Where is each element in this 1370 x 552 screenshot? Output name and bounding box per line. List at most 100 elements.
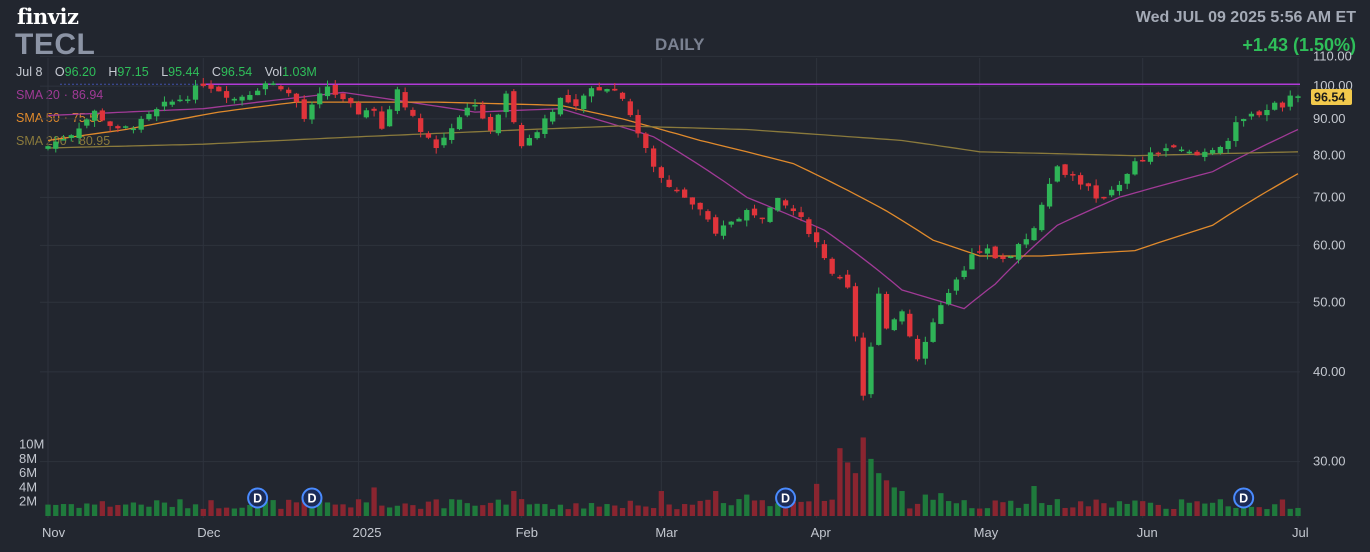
- candle-body: [340, 93, 346, 100]
- candle-body: [68, 135, 74, 138]
- volume-bar: [1039, 503, 1045, 516]
- volume-bar: [969, 508, 975, 516]
- date-tick-label: 2025: [353, 525, 382, 540]
- volume-bar: [340, 504, 346, 516]
- volume-bar: [192, 504, 199, 516]
- candle-body: [1077, 175, 1084, 185]
- volume-bar: [138, 504, 144, 516]
- volume-bar: [115, 505, 121, 516]
- price-tick-label: 70.00: [1313, 189, 1346, 204]
- sma50-label: SMA 50: [16, 111, 60, 125]
- candle-body: [1241, 119, 1247, 122]
- volume-bar: [487, 502, 494, 516]
- candle-body: [161, 101, 168, 107]
- price-tick-label: 30.00: [1313, 454, 1346, 469]
- volume-bar: [410, 505, 416, 516]
- volume-bar: [518, 499, 525, 516]
- candle-body: [402, 92, 408, 108]
- dividend-marker[interactable]: [775, 487, 797, 509]
- dividend-marker[interactable]: [301, 487, 323, 509]
- candle-body: [969, 254, 975, 270]
- date-tick-label: Dec: [197, 525, 221, 540]
- dividend-marker[interactable]: [1233, 487, 1255, 509]
- candle-body: [837, 276, 843, 279]
- volume-bar: [697, 500, 703, 516]
- volume-bar: [1062, 507, 1068, 516]
- volume-bar: [922, 494, 928, 516]
- volume-bar: [1209, 502, 1216, 516]
- sma20-label: SMA 20: [16, 88, 60, 102]
- dividend-marker[interactable]: [247, 487, 269, 509]
- volume-bar: [503, 504, 509, 516]
- volume-tick-label: 2M: [19, 494, 37, 509]
- candle-body: [635, 115, 641, 134]
- close-value: 96.54: [220, 65, 253, 79]
- candle-body: [91, 110, 98, 121]
- price-tick-label: 110.00: [1313, 48, 1352, 63]
- candle-body: [348, 98, 354, 104]
- candle-body: [123, 126, 129, 128]
- candle-body: [1124, 173, 1130, 184]
- volume-bar: [1132, 500, 1138, 516]
- moving-averages: [47, 91, 1299, 310]
- ticker-symbol: TECL: [15, 28, 96, 61]
- grid-lines: [40, 55, 1300, 518]
- volume-bar: [91, 504, 98, 516]
- volume-bar: [868, 458, 874, 516]
- candle-body: [1225, 140, 1231, 150]
- candle-body: [231, 98, 237, 101]
- candle-body: [487, 116, 494, 131]
- volume-bar: [1287, 508, 1293, 516]
- candle-body: [223, 91, 230, 98]
- candle-body: [216, 86, 222, 92]
- volume-bar: [1241, 502, 1247, 516]
- volume-bar: [775, 503, 781, 516]
- volume-bar: [1272, 504, 1278, 516]
- volume-bar: [557, 504, 564, 516]
- volume-bar: [394, 505, 401, 516]
- sma20-legend[interactable]: SMA 20 · 86.94: [16, 88, 104, 102]
- volume-bar: [293, 502, 300, 516]
- candle-body: [386, 109, 393, 127]
- candle-body: [736, 218, 742, 222]
- candle-body: [324, 86, 331, 97]
- finviz-logo[interactable]: finviz: [17, 4, 79, 29]
- volume-bar: [1124, 503, 1130, 516]
- low-value: 95.44: [168, 65, 200, 79]
- candle-body: [309, 104, 315, 120]
- candle-body: [1209, 150, 1216, 154]
- volume-bar: [767, 506, 773, 516]
- candle-body: [627, 101, 633, 116]
- candle-body: [1279, 102, 1286, 108]
- candle-body: [254, 90, 261, 96]
- candle-body: [146, 114, 152, 120]
- volume-bar: [1163, 508, 1169, 516]
- candle-body: [511, 91, 517, 123]
- volume-tick-label: 6M: [19, 465, 37, 480]
- price-tick-label: 40.00: [1313, 364, 1346, 379]
- candle-body: [728, 221, 734, 225]
- candle-body: [1186, 151, 1192, 154]
- volume-bar: [402, 503, 408, 516]
- volume-bar: [619, 507, 626, 516]
- candle-body: [1132, 161, 1138, 175]
- volume-bar: [495, 499, 501, 516]
- volume-bar: [177, 499, 183, 516]
- candle-body: [1109, 189, 1115, 196]
- candle-body: [1272, 102, 1278, 110]
- candle-body: [821, 244, 828, 259]
- volume-tick-label: 4M: [19, 479, 37, 494]
- date-tick-label: Feb: [516, 525, 538, 540]
- price-tick-label: 90.00: [1313, 111, 1346, 126]
- candle-body: [371, 108, 377, 111]
- sma20-line: [47, 91, 1299, 310]
- volume-bar: [961, 500, 967, 516]
- volume-bar: [68, 504, 74, 516]
- candle-body: [169, 101, 175, 105]
- candle-body: [612, 88, 618, 91]
- volume-bar: [216, 508, 222, 516]
- volume-bar: [650, 508, 657, 516]
- volume-bar: [208, 500, 214, 516]
